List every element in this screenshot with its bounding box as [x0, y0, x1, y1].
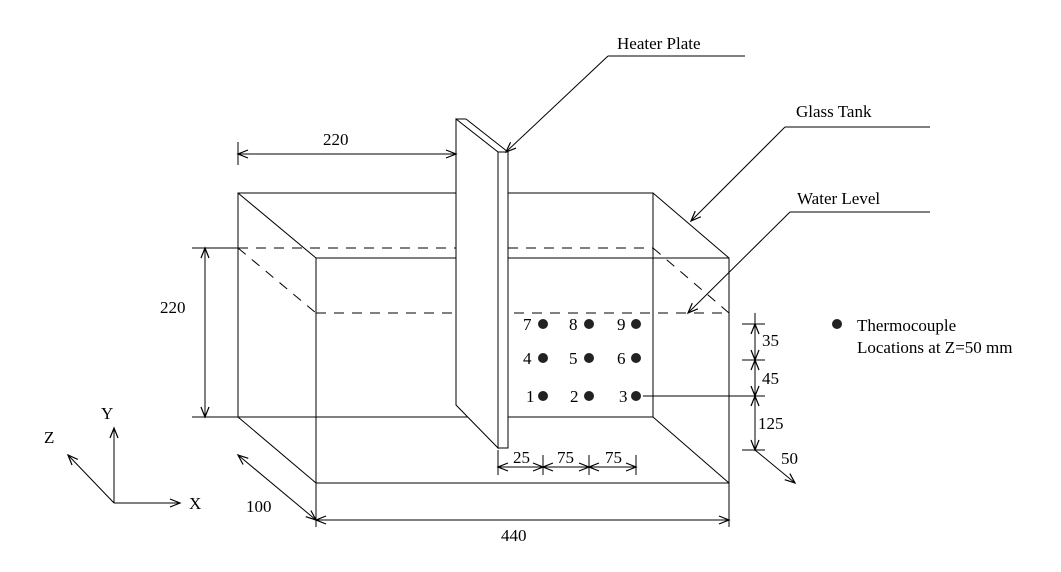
- y-axis-label: Y: [101, 404, 113, 423]
- dim-water-height: 220: [160, 246, 238, 419]
- dim-tc-dy-top: 35: [762, 331, 779, 350]
- thermocouple-label: 5: [569, 349, 578, 368]
- callout-glass-tank: Glass Tank: [689, 102, 930, 223]
- dim-tc-dy-bottom: 125: [758, 414, 784, 433]
- dim-tank-length-value: 440: [501, 526, 527, 545]
- tank-edge-bottom-left: [237, 416, 317, 484]
- dim-tank-depth: 100: [236, 453, 318, 522]
- legend-line-2: Locations at Z=50 mm: [857, 338, 1012, 357]
- thermocouple-label: 1: [526, 387, 535, 406]
- legend: Thermocouple Locations at Z=50 mm: [832, 316, 1012, 357]
- legend-thermocouple-dot: [832, 319, 842, 329]
- thermocouple-label: 8: [569, 315, 578, 334]
- dim-tc-dy-mid: 45: [762, 369, 779, 388]
- dim-tank-depth-value: 100: [246, 497, 272, 516]
- dim-plate-offset-value: 220: [323, 130, 349, 149]
- thermocouple-dot: [584, 391, 594, 401]
- dim-tc-z-value: 50: [781, 449, 798, 468]
- heater-plate-top-edge-2: [465, 118, 509, 153]
- z-axis-arrow: [66, 453, 115, 504]
- dim-tc-vertical: 35 45 125: [643, 313, 784, 452]
- legend-line-1: Thermocouple: [857, 316, 956, 335]
- tank-front-face: [315, 257, 730, 484]
- thermocouple-dot: [631, 353, 641, 363]
- water-line-left: [237, 247, 317, 314]
- thermocouple-label: 9: [617, 315, 626, 334]
- dim-tank-length: 440: [314, 483, 731, 545]
- coordinate-axes: Y X Z: [44, 404, 201, 513]
- tank-edge-top-left: [237, 192, 317, 259]
- leader-glass-tank: [689, 126, 786, 223]
- heater-plate-edge: [497, 151, 509, 449]
- thermocouple-label: 2: [570, 387, 579, 406]
- thermocouple-dot: [584, 353, 594, 363]
- dim-tc-dx-second: 75: [557, 448, 574, 467]
- thermocouple-dot: [631, 391, 641, 401]
- z-axis-label: Z: [44, 428, 54, 447]
- dim-tc-horizontal: 25 75 75: [496, 448, 638, 475]
- thermocouple-label: 3: [619, 387, 628, 406]
- leader-heater-plate: [504, 55, 609, 154]
- dim-plate-offset: 220: [236, 130, 458, 165]
- heater-plate-face: [455, 117, 499, 450]
- glass-tank-label: Glass Tank: [796, 102, 872, 121]
- dim-tc-dx-third: 75: [605, 448, 622, 467]
- thermocouple-dot: [631, 319, 641, 329]
- x-axis-label: X: [189, 494, 201, 513]
- dim-tc-z: 50: [754, 449, 798, 485]
- tank-edge-bottom-right: [652, 416, 730, 484]
- thermocouple-label: 4: [523, 349, 532, 368]
- thermocouple-dot: [538, 319, 548, 329]
- tank-back-face: [237, 192, 654, 418]
- tank-edge-top-right: [652, 192, 730, 259]
- dim-line-tank-depth: [236, 453, 318, 522]
- dim-water-height-value: 220: [160, 298, 186, 317]
- dim-tc-dx-first: 25: [513, 448, 530, 467]
- thermocouple-label: 7: [523, 315, 532, 334]
- water-surface: [237, 247, 730, 314]
- heater-plate: [455, 117, 509, 450]
- water-level-label: Water Level: [797, 189, 880, 208]
- callout-heater-plate: Heater Plate: [504, 34, 745, 154]
- dim-line-tc-z: [754, 449, 797, 485]
- callout-water-level: Water Level: [686, 189, 930, 315]
- thermocouple-label: 6: [617, 349, 626, 368]
- thermocouple-grid: 7 8 9 4 5 6 1 2 3: [523, 315, 641, 406]
- thermocouple-dot: [538, 391, 548, 401]
- leader-water-level: [686, 211, 791, 315]
- heater-plate-label: Heater Plate: [617, 34, 701, 53]
- thermocouple-dot: [538, 353, 548, 363]
- thermocouple-dot: [584, 319, 594, 329]
